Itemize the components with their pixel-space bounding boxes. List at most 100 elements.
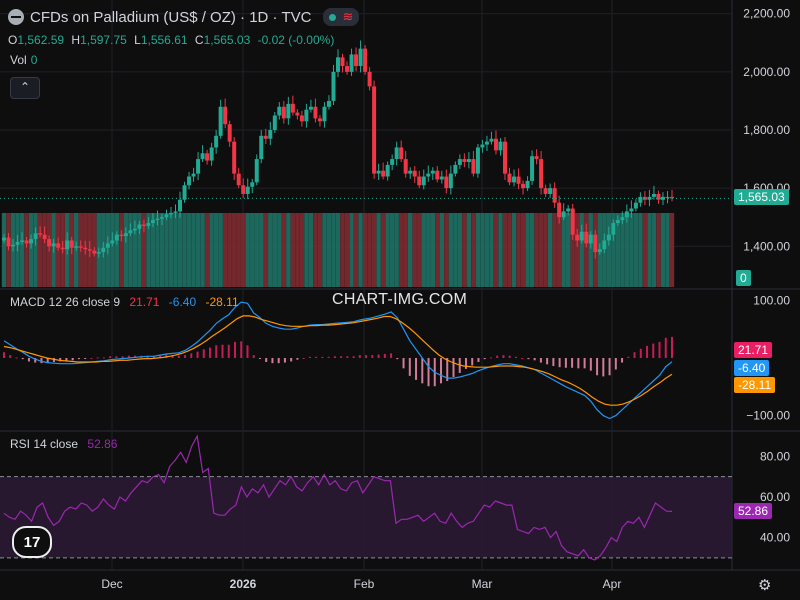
market-status-pill[interactable]: ≋ [323, 8, 360, 26]
y-tick-label: 2,200.00 [743, 7, 790, 21]
candle-body [178, 199, 183, 212]
volume-bar [28, 213, 34, 287]
volume-bar [146, 213, 151, 287]
macd-histogram-bar [115, 356, 118, 358]
open-value: 1,562.59 [17, 33, 65, 47]
volume-bar [462, 213, 467, 287]
volume-bar [132, 213, 138, 287]
rsi-title: RSI 14 close [10, 437, 79, 451]
macd-histogram-bar [627, 356, 630, 358]
close-value: 1,565.03 [203, 33, 251, 47]
volume-bar [489, 213, 494, 287]
volume-bar [277, 213, 282, 287]
macd-histogram-bar [290, 357, 293, 362]
vol-label: Vol [10, 53, 27, 67]
candle-body [56, 243, 61, 248]
volume-bar [480, 213, 485, 287]
macd-histogram-bar [452, 357, 455, 377]
macd-histogram-bar [265, 357, 268, 363]
low-value: 1,556.61 [140, 33, 188, 47]
macd-histogram-bar [52, 357, 55, 363]
candle-body [575, 234, 580, 241]
volume-bar [529, 213, 535, 287]
volume-bar [638, 213, 643, 287]
candle-body [448, 173, 453, 189]
volume-bar [511, 213, 517, 287]
tradingview-logo[interactable]: 17 [12, 526, 52, 558]
volume-bar [453, 213, 458, 287]
volume-bar [376, 213, 381, 287]
chart-header: CFDs on Palladium (US$ / OZ) · 1D · TVC … [8, 8, 360, 26]
volume-bar [417, 213, 422, 287]
candle-body [439, 176, 444, 180]
macd-histogram-bar [521, 357, 524, 359]
volume-bar [398, 213, 404, 287]
volume-bar [119, 213, 124, 287]
candle-body [534, 156, 539, 160]
candle-body [223, 106, 228, 125]
ohlc-readout: O1,562.59 H1,597.75 L1,556.61 C1,565.03 … [8, 33, 338, 47]
macd-histogram-bar [408, 357, 411, 376]
x-tick-label: Apr [603, 577, 622, 591]
macd-histogram-bar [358, 355, 361, 358]
volume-bar [245, 213, 250, 287]
volume-bar [241, 213, 246, 287]
candle-body [611, 223, 616, 235]
volume-bar [168, 213, 174, 287]
volume-bar [137, 213, 142, 287]
macd-histogram-bar [377, 354, 380, 358]
candle-body [173, 211, 178, 213]
rsi-band-fill [0, 476, 732, 558]
macd-histogram-bar [571, 357, 574, 368]
volume-bar [281, 213, 287, 287]
volume-bar [534, 213, 539, 287]
candle-body [489, 138, 494, 142]
volume-bar [561, 213, 566, 287]
settings-gear-icon[interactable]: ⚙ [758, 577, 772, 594]
collapse-button[interactable]: ⌃ [10, 77, 40, 99]
candle-body [150, 220, 155, 224]
macd-histogram-bar [608, 357, 611, 376]
macd-series-line [3, 315, 673, 406]
x-tick-label: Dec [101, 577, 122, 591]
candle-body [38, 233, 43, 235]
volume-bar [615, 213, 621, 287]
macd-histogram-bar [577, 357, 580, 369]
candle-body [484, 141, 489, 145]
high-label: H [71, 33, 81, 47]
candle-body [363, 48, 368, 72]
volume-bar [435, 213, 440, 287]
candle-body [187, 176, 192, 186]
candle-body [530, 156, 535, 181]
macd-histogram-bar [333, 356, 336, 358]
candle-body [403, 159, 408, 174]
candle-body [15, 241, 20, 245]
volume-bar [611, 213, 616, 287]
candle-body [615, 220, 620, 224]
volume-bar [322, 213, 327, 287]
candle-body [29, 239, 34, 244]
candle-body [281, 106, 286, 119]
volume-bar [340, 213, 345, 287]
volume-bar [250, 213, 255, 287]
macd-histogram-bar [552, 357, 555, 367]
volume-bar [353, 213, 359, 287]
chart-title: CFDs on Palladium (US$ / OZ) · 1D · TVC [30, 8, 312, 26]
rsi-value: 52.86 [87, 437, 118, 451]
candle-body [78, 246, 83, 248]
volume-bar [213, 213, 219, 287]
candle-body [503, 141, 507, 174]
candle-body [245, 186, 250, 194]
candle-body [313, 106, 318, 119]
volume-bar [263, 213, 268, 287]
candle-body [200, 153, 205, 160]
macd-line-value: -6.40 [168, 295, 197, 309]
candle-body [132, 228, 137, 231]
volume-bar [195, 213, 201, 287]
macd-histogram-bar [502, 355, 505, 358]
macd-histogram-bar [440, 357, 443, 384]
macd-histogram-bar [427, 357, 430, 387]
candle-body [295, 112, 300, 116]
macd-histogram-bar [71, 357, 74, 361]
